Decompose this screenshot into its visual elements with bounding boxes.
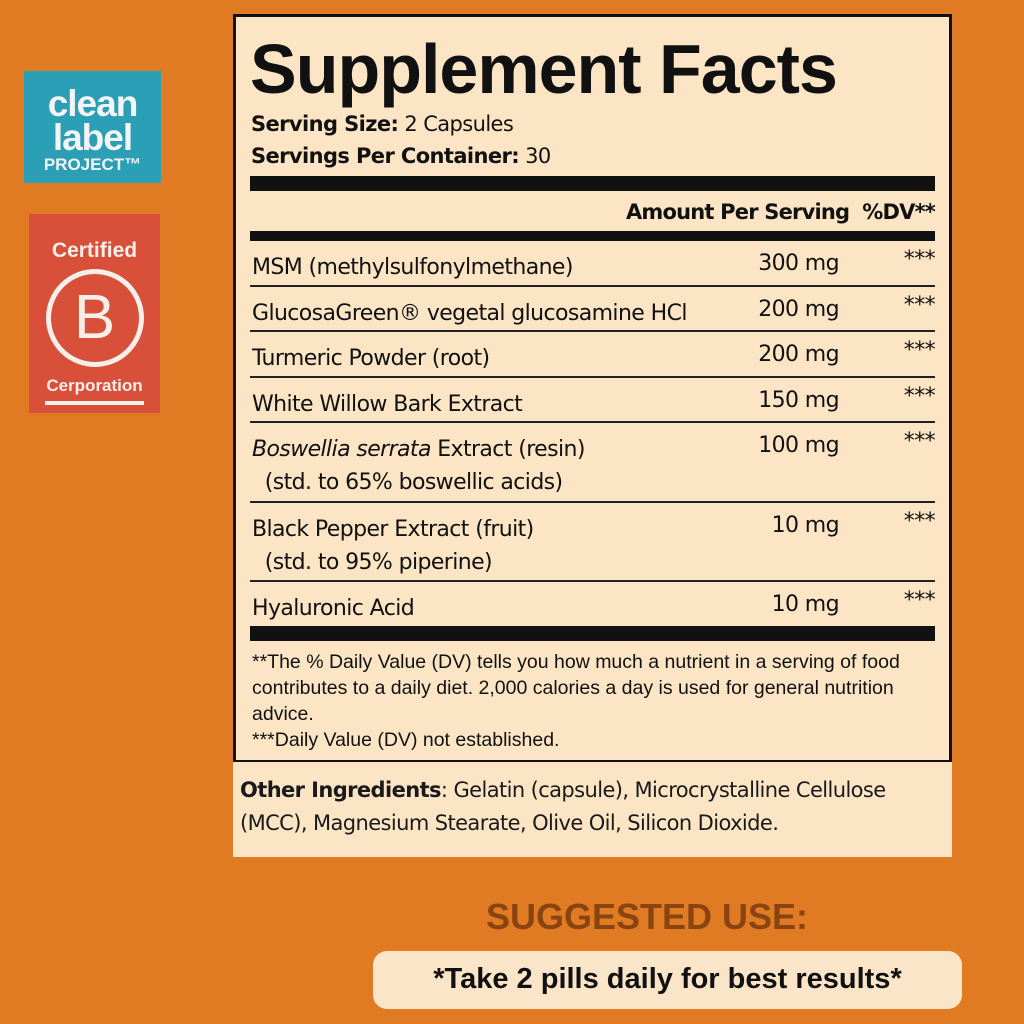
ingredient-amount: 300 mg bbox=[758, 251, 839, 276]
facts-title: Supplement Facts bbox=[250, 30, 838, 108]
serving-size: Serving Size: 2 Capsules bbox=[251, 112, 514, 136]
ingredient-amount: 150 mg bbox=[758, 388, 839, 413]
ingredient-row: White Willow Bark Extract 150 mg *** bbox=[250, 378, 936, 423]
ingredient-name: Turmeric Powder (root) bbox=[252, 346, 490, 371]
ingredient-name: MSM (methylsulfonylmethane) bbox=[252, 255, 573, 280]
suggested-use-heading: SUGGESTED USE: bbox=[486, 896, 809, 937]
ingredient-row: GlucosaGreen® vegetal glucosamine HCl 200… bbox=[250, 287, 936, 332]
footnotes: **The % Daily Value (DV) tells you how m… bbox=[252, 649, 942, 753]
ingredient-amount: 200 mg bbox=[758, 342, 839, 367]
servings-per-container: Servings Per Container: 30 bbox=[251, 144, 551, 168]
other-ingredients: Other Ingredients: Gelatin (capsule), Mi… bbox=[233, 762, 952, 857]
ingredient-row: Boswellia serrata Extract (resin) (std. … bbox=[250, 423, 936, 503]
ingredient-amount: 10 mg bbox=[771, 513, 840, 538]
ingredient-dv: *** bbox=[903, 247, 936, 272]
suggested-use-text: *Take 2 pills daily for best results* bbox=[373, 951, 962, 1009]
ingredient-dv: *** bbox=[903, 384, 936, 409]
b-circle-icon: B bbox=[45, 269, 144, 367]
ingredient-dv: *** bbox=[903, 588, 936, 613]
ingredient-dv: *** bbox=[903, 509, 936, 534]
divider-bar bbox=[250, 176, 935, 191]
footnote-not-established: ***Daily Value (DV) not established. bbox=[252, 729, 560, 751]
ingredient-name: Hyaluronic Acid bbox=[252, 596, 415, 621]
ingredient-name: Black Pepper Extract (fruit) (std. to 95… bbox=[252, 517, 534, 575]
logo-bottom-text: Cerporation bbox=[46, 376, 143, 395]
supplement-facts-panel: Supplement Facts Serving Size: 2 Capsule… bbox=[233, 14, 952, 763]
footnote-dv: **The % Daily Value (DV) tells you how m… bbox=[252, 651, 900, 725]
ingredient-amount: 100 mg bbox=[758, 433, 839, 458]
column-headers: Amount Per Serving %DV** bbox=[625, 200, 936, 224]
divider-bar bbox=[250, 231, 935, 241]
ingredient-row: Black Pepper Extract (fruit) (std. to 95… bbox=[250, 503, 936, 582]
divider-bar bbox=[250, 626, 935, 641]
logo-underline bbox=[45, 401, 144, 405]
ingredient-dv: *** bbox=[903, 338, 936, 363]
ingredient-name: GlucosaGreen® vegetal glucosamine HCl bbox=[252, 301, 687, 326]
certified-b-corp-logo: Certified B Cerporation bbox=[29, 214, 160, 413]
ingredient-row: MSM (methylsulfonylmethane) 300 mg *** bbox=[250, 241, 936, 287]
ingredient-dv: *** bbox=[903, 293, 936, 318]
logo-text: clean label bbox=[47, 83, 139, 158]
ingredient-dv: *** bbox=[903, 429, 936, 454]
logo-subtext: PROJECT™ bbox=[43, 155, 142, 174]
logo-top-text: Certified bbox=[51, 239, 138, 262]
ingredient-amount: 200 mg bbox=[758, 297, 839, 322]
ingredient-amount: 10 mg bbox=[771, 592, 840, 617]
clean-label-project-logo: clean label PROJECT™ bbox=[24, 71, 161, 183]
ingredient-name: White Willow Bark Extract bbox=[252, 392, 523, 417]
ingredient-row: Hyaluronic Acid 10 mg *** bbox=[250, 582, 936, 626]
ingredient-name: Boswellia serrata Extract (resin) (std. … bbox=[252, 437, 585, 495]
ingredient-row: Turmeric Powder (root) 200 mg *** bbox=[250, 332, 936, 378]
